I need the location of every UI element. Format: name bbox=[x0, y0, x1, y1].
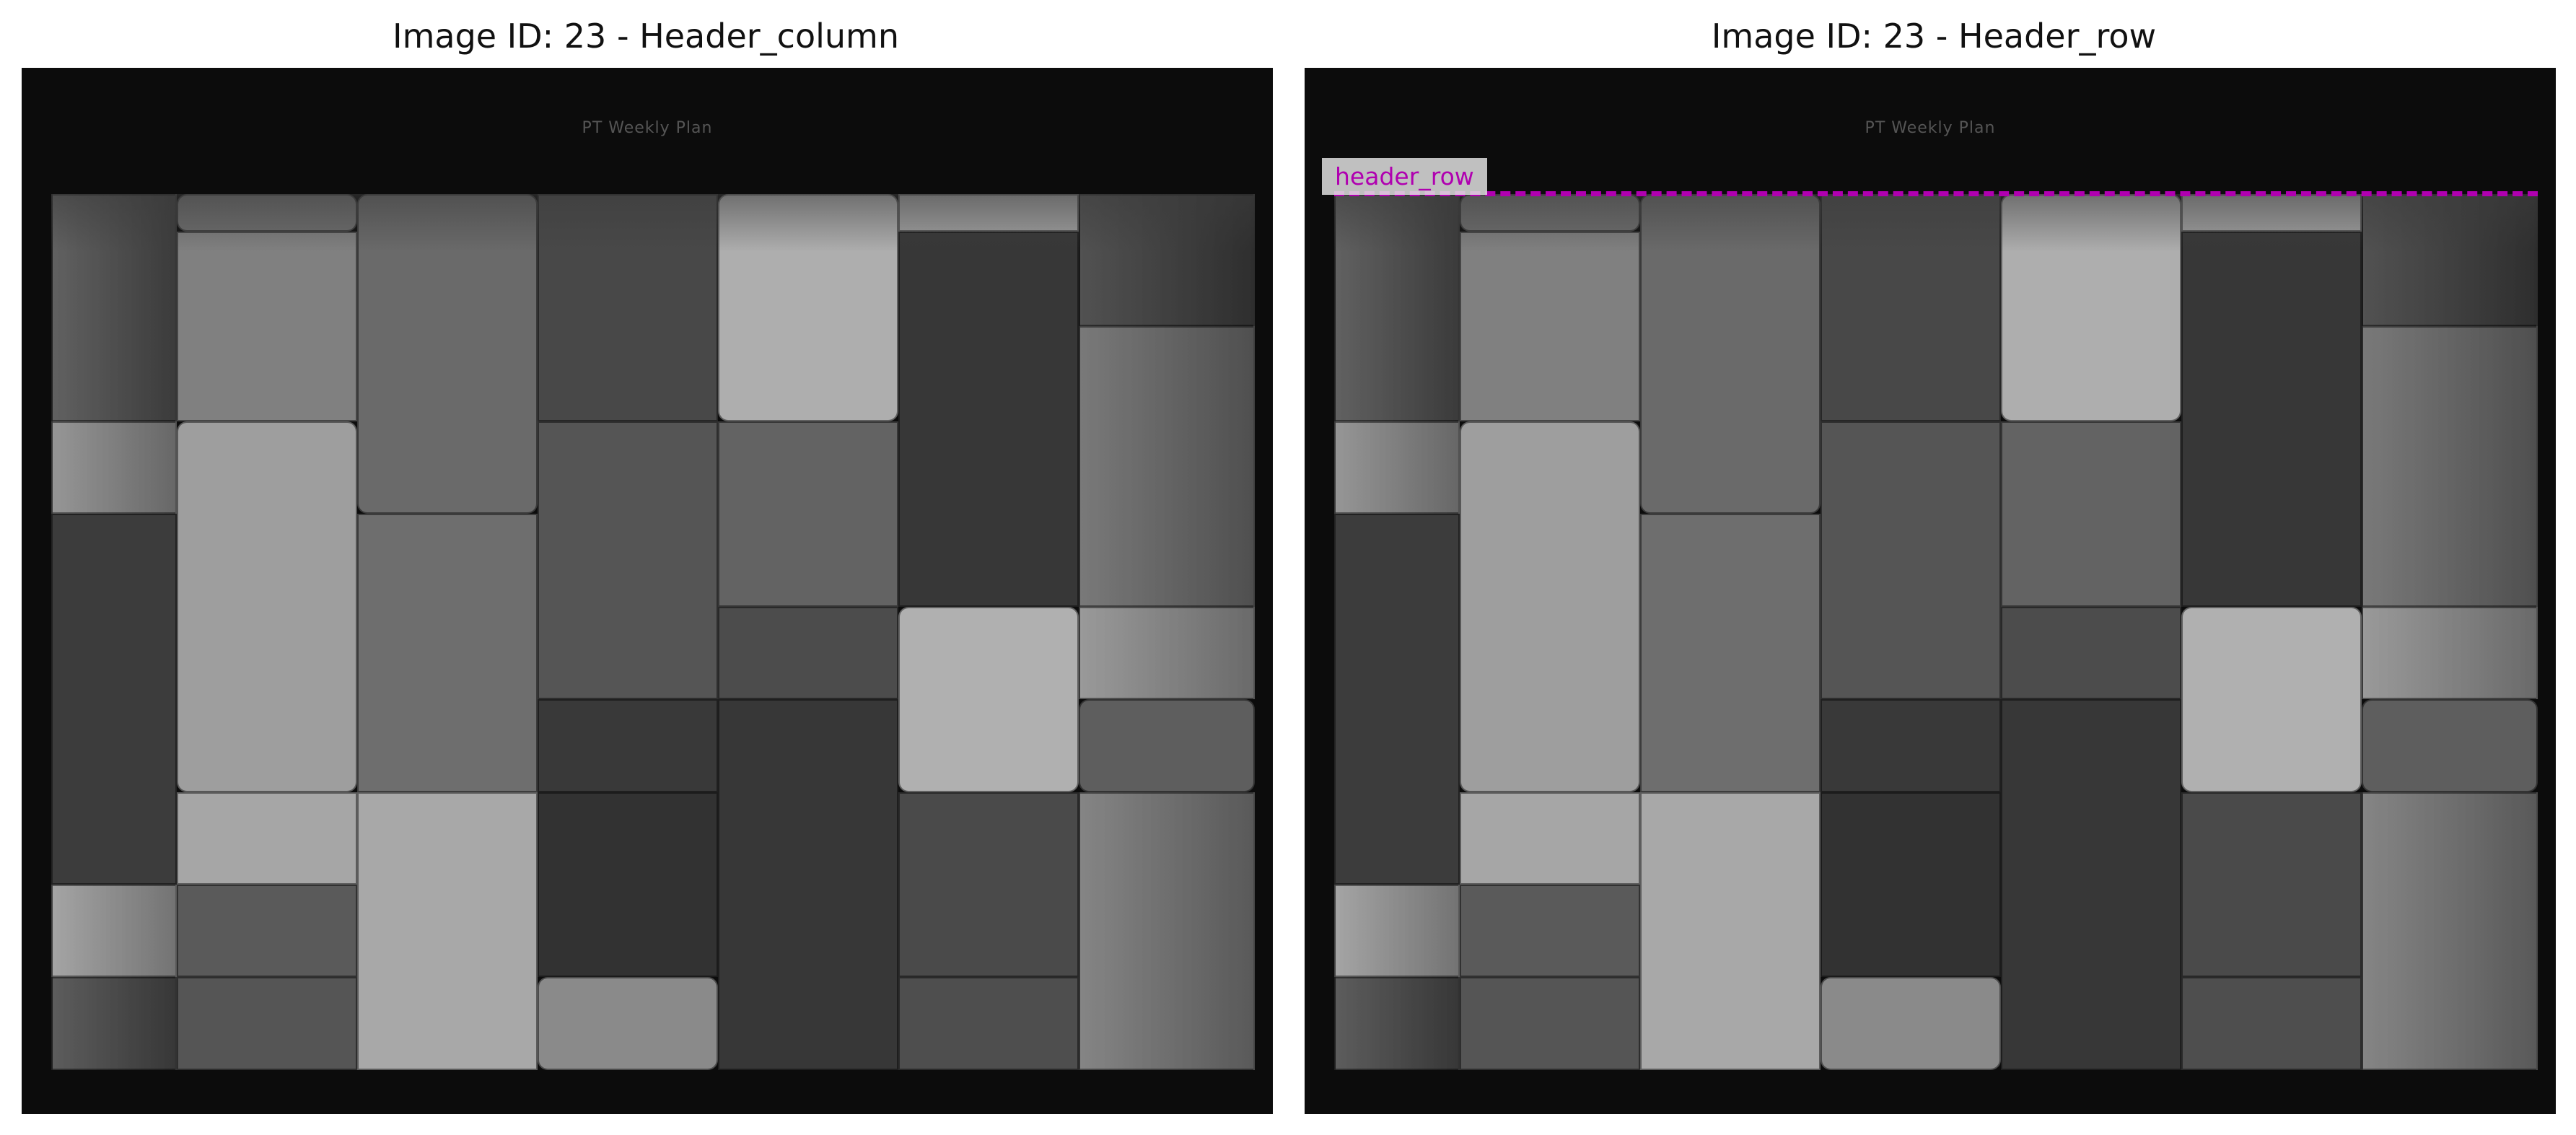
schedule-block bbox=[898, 792, 1079, 977]
schedule-block bbox=[1334, 421, 1460, 514]
schedule-block bbox=[718, 194, 898, 421]
screenshot-panel-right: PT Weekly Plan header_row bbox=[1305, 68, 2556, 1114]
schedule-block bbox=[51, 885, 177, 977]
header-row-label: header_row bbox=[1322, 158, 1487, 195]
page-title: PT Weekly Plan bbox=[1865, 119, 1996, 137]
schedule-block bbox=[1640, 792, 1821, 1070]
schedule-block bbox=[898, 977, 1079, 1070]
page-title: PT Weekly Plan bbox=[582, 119, 713, 137]
schedule-block bbox=[718, 699, 898, 1070]
schedule-block bbox=[898, 607, 1079, 792]
schedule-block bbox=[177, 421, 357, 792]
schedule-block bbox=[2362, 792, 2538, 1070]
schedule-block bbox=[357, 792, 538, 1070]
schedule-block bbox=[1821, 421, 2001, 699]
schedule-block bbox=[2362, 326, 2538, 607]
schedule-block bbox=[357, 514, 538, 792]
schedule-block bbox=[1334, 514, 1460, 885]
schedule-block bbox=[2001, 607, 2181, 699]
timetable-grid bbox=[1334, 194, 2538, 1070]
schedule-block bbox=[2001, 421, 2181, 607]
schedule-block bbox=[2362, 607, 2538, 699]
schedule-block bbox=[1460, 421, 1640, 792]
schedule-block bbox=[2181, 232, 2362, 607]
schedule-block bbox=[898, 194, 1079, 232]
schedule-block bbox=[898, 232, 1079, 607]
schedule-block bbox=[177, 792, 357, 885]
schedule-block bbox=[2001, 699, 2181, 1070]
schedule-block bbox=[1640, 194, 1821, 514]
schedule-block bbox=[538, 977, 718, 1070]
schedule-block bbox=[2181, 977, 2362, 1070]
schedule-block bbox=[718, 421, 898, 607]
schedule-block bbox=[1334, 885, 1460, 977]
schedule-block bbox=[177, 885, 357, 977]
schedule-block bbox=[51, 194, 177, 421]
panel-title-right: Image ID: 23 - Header_row bbox=[1711, 17, 2157, 56]
schedule-block bbox=[1079, 194, 1255, 326]
schedule-block bbox=[1079, 699, 1255, 792]
schedule-block bbox=[357, 194, 538, 514]
schedule-block bbox=[1079, 326, 1255, 607]
schedule-block bbox=[2181, 792, 2362, 977]
schedule-block bbox=[1334, 194, 1460, 421]
schedule-block bbox=[51, 421, 177, 514]
schedule-block bbox=[1460, 885, 1640, 977]
header-row-marker bbox=[1334, 191, 2538, 196]
schedule-block bbox=[1640, 514, 1821, 792]
schedule-block bbox=[1821, 699, 2001, 792]
schedule-block bbox=[538, 699, 718, 792]
schedule-block bbox=[1079, 792, 1255, 1070]
schedule-block bbox=[1334, 977, 1460, 1070]
schedule-block bbox=[1460, 792, 1640, 885]
schedule-block bbox=[2362, 699, 2538, 792]
timetable-grid bbox=[51, 194, 1255, 1070]
schedule-block bbox=[538, 194, 718, 421]
schedule-block bbox=[538, 421, 718, 699]
panel-title-left: Image ID: 23 - Header_column bbox=[393, 17, 899, 56]
schedule-block bbox=[177, 194, 357, 232]
schedule-block bbox=[1079, 607, 1255, 699]
schedule-block bbox=[2001, 194, 2181, 421]
schedule-block bbox=[1821, 194, 2001, 421]
schedule-block bbox=[1460, 232, 1640, 421]
schedule-block bbox=[177, 977, 357, 1070]
schedule-block bbox=[177, 232, 357, 421]
screenshot-panel-left: PT Weekly Plan bbox=[22, 68, 1273, 1114]
schedule-block bbox=[2181, 194, 2362, 232]
schedule-block bbox=[718, 607, 898, 699]
schedule-block bbox=[1460, 194, 1640, 232]
schedule-block bbox=[538, 792, 718, 977]
schedule-block bbox=[1460, 977, 1640, 1070]
schedule-block bbox=[2181, 607, 2362, 792]
schedule-block bbox=[2362, 194, 2538, 326]
schedule-block bbox=[1821, 792, 2001, 977]
schedule-block bbox=[51, 514, 177, 885]
schedule-block bbox=[1821, 977, 2001, 1070]
schedule-block bbox=[51, 977, 177, 1070]
